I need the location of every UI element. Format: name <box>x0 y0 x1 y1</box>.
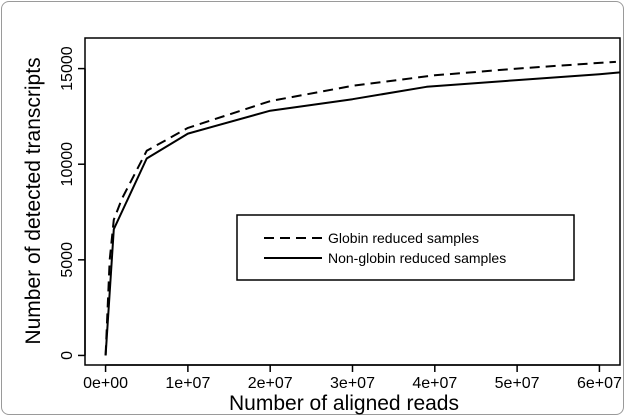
x-axis-title: Number of aligned reads <box>229 392 459 415</box>
x-tick-label: 3e+07 <box>330 375 375 392</box>
series-line-non-globin-reduced <box>104 71 621 356</box>
legend-box <box>236 214 575 281</box>
y-axis-title: Number of detected transcripts <box>22 57 45 344</box>
y-tick-label: 0 <box>59 351 76 360</box>
x-axis: 0e+00 1e+07 2e+07 3e+07 4e+07 5e+07 6e+07 <box>83 364 622 392</box>
y-axis: 0 5000 10000 15000 <box>59 46 86 360</box>
x-tick-label: 0e+00 <box>83 375 128 392</box>
legend-label-non-globin: Non-globin reduced samples <box>328 250 506 266</box>
x-tick-label: 1e+07 <box>165 375 210 392</box>
y-tick-label: 15000 <box>59 46 76 91</box>
plot-area-border <box>84 37 621 366</box>
legend-label-globin: Globin reduced samples <box>328 230 479 246</box>
series-layer <box>104 60 621 356</box>
x-tick-label: 5e+07 <box>495 375 540 392</box>
x-tick-label: 2e+07 <box>248 375 293 392</box>
x-tick-label: 6e+07 <box>577 375 622 392</box>
y-tick-label: 5000 <box>59 242 76 278</box>
series-line-globin-reduced <box>104 60 616 356</box>
legend: Globin reduced samples Non-globin reduce… <box>236 214 575 281</box>
y-tick-label: 10000 <box>59 142 76 187</box>
x-tick-label: 4e+07 <box>412 375 457 392</box>
